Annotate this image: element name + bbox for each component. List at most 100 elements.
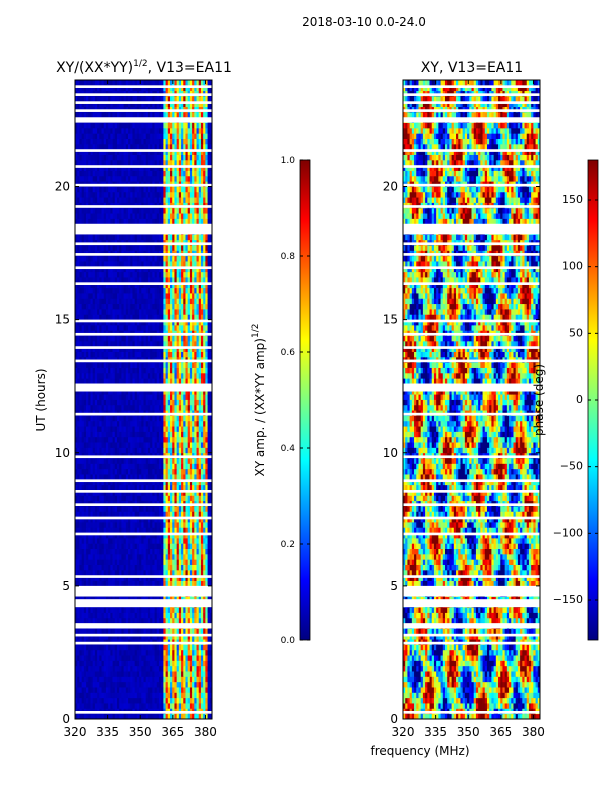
heatmap-cell — [136, 671, 140, 677]
heatmap-cell — [114, 516, 118, 523]
heatmap-cell — [83, 703, 87, 709]
heatmap-cell — [143, 511, 147, 518]
heatmap-cell — [185, 527, 189, 534]
heatmap-cell — [90, 506, 94, 512]
heatmap-cell — [79, 553, 83, 560]
heatmap-cell — [174, 506, 178, 512]
heatmap-cell — [183, 553, 186, 560]
heatmap-cell — [150, 564, 153, 571]
heatmap-cell — [187, 543, 191, 549]
heatmap-cell — [147, 537, 151, 544]
heatmap-cell — [176, 713, 180, 720]
heatmap-cell — [77, 681, 80, 688]
heatmap-cell — [116, 703, 120, 709]
heatmap-cell — [203, 532, 206, 539]
heatmap-cell — [189, 527, 193, 534]
heatmap-cell — [112, 537, 116, 544]
heatmap-cell — [161, 580, 164, 587]
heatmap-cell — [139, 681, 142, 688]
heatmap-cell — [108, 527, 111, 534]
heatmap-cell — [156, 607, 160, 613]
heatmap-cell — [152, 580, 155, 587]
heatmap-cell — [81, 532, 85, 539]
heatmap-cell — [79, 692, 83, 699]
heatmap-cell — [103, 553, 107, 560]
heatmap-cell — [143, 559, 147, 565]
heatmap-cell — [187, 516, 191, 523]
heatmap-cell — [123, 564, 127, 571]
heatmap-cell — [112, 564, 116, 571]
heatmap-cell — [128, 511, 131, 518]
heatmap-cell — [152, 516, 155, 523]
heatmap-cell — [141, 660, 144, 667]
heatmap-cell — [143, 521, 147, 528]
heatmap-cell — [88, 655, 91, 661]
heatmap-cell — [176, 543, 180, 549]
heatmap-cell — [83, 649, 87, 656]
heatmap-cell — [94, 660, 98, 667]
heatmap-cell — [116, 692, 120, 699]
heatmap-cell — [123, 537, 127, 544]
heatmap-cell — [77, 580, 80, 587]
heatmap-cell — [136, 521, 140, 528]
heatmap-cell — [150, 607, 153, 613]
heatmap-cell — [112, 628, 116, 635]
heatmap-cell — [203, 681, 206, 688]
heatmap-cell — [178, 537, 182, 544]
heatmap-cell — [90, 644, 94, 651]
heatmap-cell — [174, 553, 178, 560]
heatmap-cell — [83, 692, 87, 699]
heatmap-cell — [185, 537, 189, 544]
heatmap-cell — [192, 527, 195, 534]
heatmap-cell — [88, 713, 91, 720]
heatmap-cell — [139, 660, 142, 667]
heatmap-cell — [132, 697, 136, 704]
heatmap-cell — [181, 617, 184, 624]
heatmap-cell — [103, 559, 107, 565]
heatmap-cell — [139, 633, 142, 640]
heatmap-cell — [205, 521, 208, 528]
heatmap-cell — [92, 692, 96, 699]
heatmap-cell — [205, 564, 208, 571]
heatmap-cell — [156, 655, 160, 661]
heatmap-cell — [108, 713, 111, 720]
heatmap-cell — [114, 692, 118, 699]
heatmap-cell — [75, 559, 78, 565]
heatmap-cell — [101, 553, 105, 560]
heatmap-cell — [112, 495, 116, 502]
heatmap-cell — [112, 676, 116, 683]
heatmap-cell — [196, 516, 200, 523]
heatmap-cell — [103, 564, 107, 571]
heatmap-cell — [97, 490, 100, 496]
heatmap-cell — [145, 697, 149, 704]
heatmap-cell — [112, 617, 116, 624]
heatmap-cell — [161, 612, 164, 619]
heatmap-cell — [196, 495, 200, 502]
heatmap-cell — [114, 532, 118, 539]
heatmap-cell — [116, 713, 120, 720]
heatmap-cell — [125, 633, 129, 640]
heatmap-cell — [110, 692, 113, 699]
heatmap-cell — [139, 532, 142, 539]
heatmap-cell — [198, 633, 202, 640]
heatmap-cell — [156, 506, 160, 512]
heatmap-cell — [170, 676, 173, 683]
heatmap-cell — [81, 665, 85, 672]
heatmap-cell — [83, 671, 87, 677]
heatmap-cell — [181, 687, 184, 693]
heatmap-cell — [88, 692, 91, 699]
heatmap-cell — [183, 655, 186, 661]
heatmap-cell — [123, 655, 127, 661]
heatmap-cell — [185, 681, 189, 688]
heatmap-cell — [90, 703, 94, 709]
heatmap-cell — [161, 511, 164, 518]
heatmap-cell — [121, 548, 125, 555]
heatmap-cell — [143, 506, 147, 512]
heatmap-cell — [181, 692, 184, 699]
heatmap-cell — [77, 697, 80, 704]
heatmap-cell — [101, 564, 105, 571]
heatmap-cell — [207, 692, 211, 699]
heatmap-cell — [130, 607, 133, 613]
heatmap-cell — [141, 607, 144, 613]
heatmap-cell — [156, 649, 160, 656]
